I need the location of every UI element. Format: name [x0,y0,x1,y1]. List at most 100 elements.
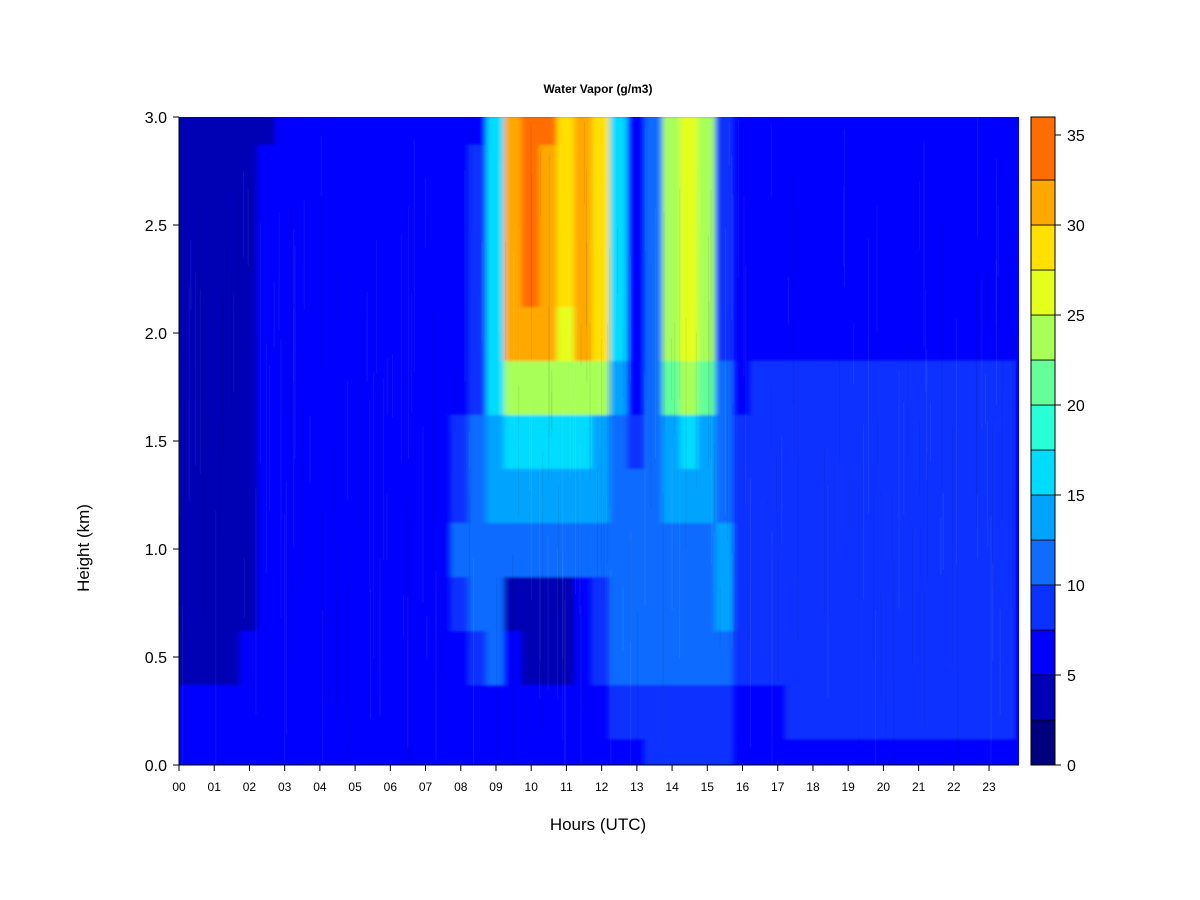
streak [580,526,582,710]
heatmap-cell [803,305,823,361]
streak [585,169,587,326]
streak [255,488,257,715]
heatmap-cell [486,251,506,307]
heatmap-cell [785,197,806,253]
streak [291,478,293,667]
heatmap-cell [838,575,858,631]
colorbar-tick-label: 35 [1067,128,1085,145]
heatmap-cell [609,521,630,577]
heatmap-cell [996,467,1017,523]
streak [188,287,190,502]
heatmap-cell [996,683,1017,739]
heatmap-cell [179,143,189,199]
heatmap-cell [186,143,207,199]
heatmap-cell [609,251,630,307]
heatmap-cell [539,683,559,739]
streak [876,206,878,333]
heatmap-cell [855,467,876,523]
heatmap-cell [503,197,524,253]
streak [597,468,599,706]
heatmap-cell [380,251,401,307]
heatmap-cell [820,683,841,739]
heatmap-cell [908,251,929,307]
heatmap-cell [433,629,453,685]
heatmap-cell [697,251,718,307]
heatmap-cell [944,143,964,199]
heatmap-cell [345,117,365,145]
heatmap-cell [310,737,330,765]
heatmap-cell [574,575,594,631]
heatmap-cell [345,629,365,685]
streak [425,178,427,249]
heatmap-cell [503,629,524,685]
heatmap-cell [239,251,260,307]
heatmap-cell [380,629,401,685]
heatmap-cell [679,305,700,361]
heatmap-cell [944,683,964,739]
heatmap-cell [803,359,823,415]
streak [406,500,408,755]
streak [795,582,797,632]
heatmap-cell [179,305,189,361]
heatmap-cell [609,305,630,361]
heatmap-cell [450,359,471,415]
streak [411,409,413,483]
heatmap-cell [961,197,982,253]
heatmap-cell [380,575,401,631]
streak [296,265,298,466]
heatmap-cell [345,143,365,199]
streak [1001,119,1003,184]
heatmap-cell [468,521,489,577]
streak [741,118,743,210]
streak [289,207,291,445]
streak [347,380,349,500]
heatmap-cell [750,683,770,739]
heatmap-cell [179,251,189,307]
heatmap-cell [838,521,858,577]
x-tick-label: 05 [348,780,362,794]
heatmap-cell [486,117,506,145]
heatmap-cell [820,521,841,577]
heatmap-cell [767,359,788,415]
heatmap-cell [362,251,383,307]
heatmap-cell [926,305,947,361]
heatmap-cell [327,413,348,469]
heatmap-cell [838,683,858,739]
heatmap-cell [362,305,383,361]
streak [302,407,304,582]
streak [636,611,638,765]
heatmap-cell [292,683,313,739]
heatmap-cell [820,117,841,145]
heatmap-cell [679,143,700,199]
heatmap-cell [257,575,277,631]
heatmap-cell [222,359,242,415]
heatmap-cell [944,521,964,577]
heatmap-cell [503,467,524,523]
streak [337,598,339,698]
heatmap-cell [521,629,542,685]
heatmap-cell [838,251,858,307]
heatmap-cell [380,467,401,523]
heatmap-cell [627,629,647,685]
heatmap-cell [803,683,823,739]
streak [279,272,281,420]
y-axis-label: Height (km) [74,504,93,592]
heatmap-cell [274,117,295,145]
streak [273,281,275,347]
heatmap-cell [186,197,207,253]
streak [610,569,612,765]
heatmap-cell [820,575,841,631]
streak [745,264,747,505]
heatmap-cell [327,251,348,307]
heatmap-cell [274,251,295,307]
heatmap-cell [750,143,770,199]
streak [867,238,869,514]
colorbar-frame [1030,116,1056,766]
heatmap-cell [574,683,594,739]
streak [671,337,673,400]
heatmap-cell [239,359,260,415]
heatmap-cell [627,359,647,415]
heatmap-cell [732,629,753,685]
streak [911,528,913,665]
heatmap-cell [873,467,894,523]
